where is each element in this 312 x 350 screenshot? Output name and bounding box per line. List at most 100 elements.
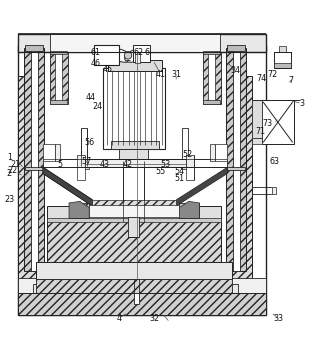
Bar [55,52,62,104]
Bar [31,48,38,271]
Bar [108,60,162,71]
Bar [274,63,291,68]
Text: 34: 34 [230,66,240,76]
Bar [274,52,291,68]
Text: 51: 51 [174,174,184,183]
Text: 72: 72 [267,70,278,78]
Text: 23: 23 [4,195,14,204]
Bar [135,52,140,63]
Bar [203,51,220,55]
Bar [103,68,165,149]
Bar [18,293,266,315]
Text: 5: 5 [57,160,62,169]
Text: 44: 44 [86,93,96,102]
Text: 1: 1 [7,153,12,162]
Bar [43,144,55,161]
Polygon shape [69,201,89,218]
Bar [47,218,221,222]
Bar [85,160,186,167]
Text: 55: 55 [156,167,166,176]
Bar [227,45,245,51]
Bar [119,149,148,161]
Polygon shape [43,167,92,206]
Bar [25,167,43,170]
Polygon shape [261,100,294,144]
Text: 54: 54 [174,167,184,176]
Bar [126,224,140,236]
Bar [18,293,266,315]
Ellipse shape [125,49,147,62]
Text: 52: 52 [182,150,192,159]
Bar [133,44,150,62]
Text: 63: 63 [269,156,279,166]
Bar [179,203,199,218]
Bar [123,160,144,222]
Bar [50,52,68,104]
Bar [37,262,232,279]
Text: 3: 3 [300,99,305,108]
Bar [80,165,89,169]
Polygon shape [179,201,199,218]
Text: 74: 74 [256,74,267,83]
Text: 31: 31 [171,70,181,78]
Text: 61: 61 [90,48,100,57]
Bar [226,48,246,271]
Bar [120,220,147,225]
Bar [37,279,232,293]
Text: 73: 73 [263,119,273,128]
Text: 2: 2 [7,169,12,178]
Bar [18,44,266,315]
Bar [55,144,60,161]
Bar [18,278,266,315]
Bar [134,293,139,304]
Bar [51,100,67,104]
Bar [215,144,227,161]
Bar [81,128,87,166]
Bar [80,163,89,166]
Polygon shape [43,167,92,206]
Bar [128,217,139,237]
Bar [227,167,245,170]
Bar [203,100,220,104]
Bar [182,165,189,169]
Text: 22: 22 [7,166,17,175]
Bar [186,160,227,167]
Text: 62: 62 [134,48,144,57]
Bar [24,48,44,271]
Bar [77,167,85,180]
Bar [18,76,40,293]
Bar [51,34,220,52]
Text: 56: 56 [84,138,94,147]
Bar [69,203,89,218]
Text: 57: 57 [81,156,91,166]
Bar [279,46,286,52]
Bar [252,100,261,144]
Text: 71: 71 [255,127,265,136]
Bar [33,284,238,293]
Circle shape [124,52,132,59]
Bar [210,144,215,161]
Text: 24: 24 [92,102,102,111]
Bar [43,160,85,167]
Bar [18,293,266,315]
Bar [208,52,215,104]
Text: 7: 7 [289,76,294,85]
Text: 6: 6 [144,48,149,57]
Text: 41: 41 [156,70,166,78]
Text: 53: 53 [160,160,170,169]
Text: 33: 33 [274,314,284,323]
Polygon shape [176,167,227,206]
Bar [183,128,188,166]
Bar [47,206,221,220]
Bar [89,204,179,217]
Bar [47,220,221,262]
Bar [186,167,194,180]
Bar [186,155,194,167]
Bar [231,76,252,293]
Bar [18,34,266,52]
Ellipse shape [109,49,131,62]
Text: 4: 4 [116,314,121,323]
Bar [51,51,67,55]
Text: 46: 46 [90,59,100,68]
Bar [94,44,119,65]
